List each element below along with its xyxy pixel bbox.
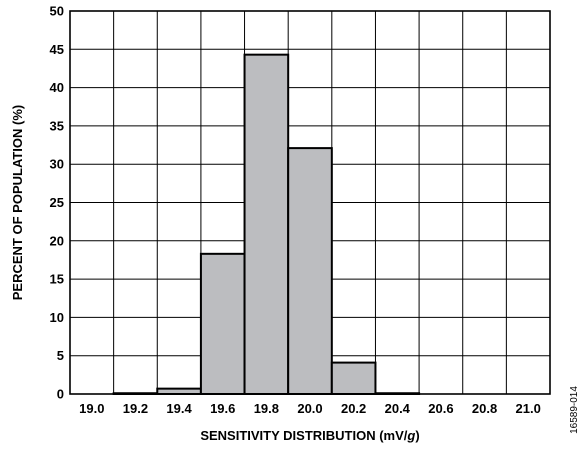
x-tick-label: 20.2 bbox=[341, 401, 366, 416]
y-tick-label: 20 bbox=[50, 233, 64, 248]
x-tick-label: 20.0 bbox=[297, 401, 322, 416]
y-tick-label: 50 bbox=[50, 4, 64, 19]
x-tick-label: 19.8 bbox=[254, 401, 279, 416]
x-axis-title: SENSITIVITY DISTRIBUTION (mV/g) bbox=[200, 428, 419, 443]
plot-frame bbox=[69, 10, 551, 395]
y-tick-label: 25 bbox=[50, 195, 64, 210]
x-tick-label: 19.6 bbox=[210, 401, 235, 416]
x-tick-labels: 19.0 19.2 19.4 19.6 19.8 20.0 20.2 20.4 20.6 20.8… bbox=[79, 401, 541, 416]
y-tick-label: 40 bbox=[50, 80, 64, 95]
y-tick-label: 35 bbox=[50, 118, 64, 133]
x-tick-label: 20.6 bbox=[428, 401, 453, 416]
x-tick-label: 19.0 bbox=[79, 401, 104, 416]
histogram-bar bbox=[199, 252, 246, 395]
x-tick-label: 20.4 bbox=[385, 401, 411, 416]
x-tick-label: 21.0 bbox=[516, 401, 541, 416]
y-tick-label: 15 bbox=[50, 272, 64, 287]
x-tick-label: 19.4 bbox=[166, 401, 192, 416]
histogram-bars bbox=[112, 53, 421, 396]
histogram-bar bbox=[243, 53, 290, 396]
y-tick-label: 45 bbox=[50, 42, 64, 57]
histogram-bar bbox=[287, 147, 333, 395]
histogram-bar bbox=[156, 387, 202, 396]
y-tick-label: 30 bbox=[50, 157, 64, 172]
y-tick-label: 5 bbox=[57, 348, 64, 363]
x-tick-label: 19.2 bbox=[123, 401, 148, 416]
y-tick-label: 0 bbox=[57, 387, 64, 402]
y-axis-title: PERCENT OF POPULATION (%) bbox=[10, 105, 25, 300]
histogram-bar bbox=[330, 361, 377, 395]
x-tick-label: 20.8 bbox=[472, 401, 497, 416]
figure-id-label: 16589-014 bbox=[569, 386, 580, 434]
y-tick-labels: 0 5 10 15 20 25 30 35 40 45 50 bbox=[50, 4, 64, 402]
y-tick-label: 10 bbox=[50, 310, 64, 325]
